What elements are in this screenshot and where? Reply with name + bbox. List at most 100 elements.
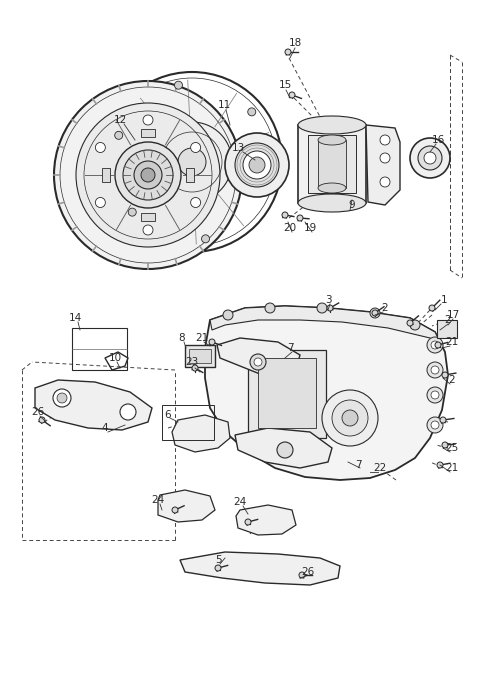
Bar xyxy=(318,140,346,188)
Circle shape xyxy=(96,197,106,208)
Polygon shape xyxy=(158,490,215,522)
Text: 11: 11 xyxy=(217,100,230,110)
Circle shape xyxy=(427,387,443,403)
Circle shape xyxy=(191,197,201,208)
Circle shape xyxy=(245,519,251,525)
Text: 2: 2 xyxy=(382,303,388,313)
Polygon shape xyxy=(102,168,110,182)
Circle shape xyxy=(143,225,153,235)
Circle shape xyxy=(370,308,380,318)
Ellipse shape xyxy=(318,183,346,193)
Text: 2: 2 xyxy=(444,315,451,325)
Circle shape xyxy=(442,442,448,448)
Text: 9: 9 xyxy=(348,200,355,210)
Circle shape xyxy=(128,208,136,216)
Text: 23: 23 xyxy=(185,357,199,367)
Text: 24: 24 xyxy=(151,495,165,505)
Circle shape xyxy=(225,133,289,197)
Bar xyxy=(72,328,127,370)
Bar xyxy=(185,345,215,367)
Circle shape xyxy=(431,366,439,374)
Polygon shape xyxy=(236,505,296,535)
Text: 7: 7 xyxy=(287,343,293,353)
Circle shape xyxy=(76,103,220,247)
Circle shape xyxy=(174,81,182,89)
Circle shape xyxy=(380,153,390,163)
Polygon shape xyxy=(141,213,155,221)
Ellipse shape xyxy=(318,135,346,145)
Text: 3: 3 xyxy=(324,295,331,305)
Circle shape xyxy=(123,150,173,200)
Circle shape xyxy=(410,320,420,330)
Circle shape xyxy=(254,358,262,366)
Text: 7: 7 xyxy=(355,460,361,470)
Circle shape xyxy=(57,393,67,403)
Bar xyxy=(308,135,356,193)
Polygon shape xyxy=(172,415,230,452)
Text: 12: 12 xyxy=(113,115,127,125)
Text: 21: 21 xyxy=(445,337,458,347)
Circle shape xyxy=(407,320,413,326)
Polygon shape xyxy=(35,380,152,430)
Circle shape xyxy=(380,177,390,187)
Polygon shape xyxy=(205,306,448,480)
Circle shape xyxy=(249,157,265,173)
Text: 24: 24 xyxy=(233,497,247,507)
Circle shape xyxy=(427,337,443,353)
Polygon shape xyxy=(186,168,194,182)
Ellipse shape xyxy=(298,194,366,212)
Bar xyxy=(298,125,366,203)
Circle shape xyxy=(265,303,275,313)
Polygon shape xyxy=(235,428,332,468)
Circle shape xyxy=(248,108,256,116)
Text: 10: 10 xyxy=(108,353,121,363)
Circle shape xyxy=(322,390,378,446)
Circle shape xyxy=(372,310,378,316)
Circle shape xyxy=(202,235,210,243)
Circle shape xyxy=(115,131,123,139)
Circle shape xyxy=(192,365,198,371)
Text: 21: 21 xyxy=(445,463,458,473)
Ellipse shape xyxy=(298,116,366,134)
Circle shape xyxy=(317,303,327,313)
Circle shape xyxy=(297,215,303,221)
Bar xyxy=(162,405,214,440)
Text: 6: 6 xyxy=(165,410,171,420)
Bar xyxy=(189,349,211,363)
Text: 1: 1 xyxy=(441,295,447,305)
Circle shape xyxy=(96,143,106,152)
Circle shape xyxy=(332,400,368,436)
Text: 17: 17 xyxy=(446,310,460,320)
Text: 5: 5 xyxy=(215,555,221,565)
Text: 14: 14 xyxy=(68,313,82,323)
Circle shape xyxy=(327,305,333,311)
Text: 18: 18 xyxy=(288,38,301,48)
Circle shape xyxy=(342,410,358,426)
Circle shape xyxy=(289,92,295,98)
Circle shape xyxy=(429,305,435,311)
Circle shape xyxy=(53,389,71,407)
Circle shape xyxy=(261,184,269,193)
Circle shape xyxy=(424,152,436,164)
Circle shape xyxy=(134,161,162,189)
Circle shape xyxy=(152,122,232,202)
Circle shape xyxy=(282,212,288,218)
Text: 20: 20 xyxy=(283,223,297,233)
Circle shape xyxy=(435,342,441,348)
Text: 16: 16 xyxy=(432,135,444,145)
Circle shape xyxy=(54,81,242,269)
Text: 25: 25 xyxy=(445,443,458,453)
Circle shape xyxy=(285,49,291,55)
Bar xyxy=(437,320,457,338)
Circle shape xyxy=(418,146,442,170)
Text: 13: 13 xyxy=(231,143,245,153)
Polygon shape xyxy=(217,338,300,378)
Circle shape xyxy=(141,168,155,182)
Circle shape xyxy=(223,310,233,320)
Text: 26: 26 xyxy=(31,407,45,417)
Circle shape xyxy=(115,142,181,208)
Circle shape xyxy=(431,421,439,429)
Circle shape xyxy=(431,391,439,399)
Text: 8: 8 xyxy=(179,333,185,343)
Polygon shape xyxy=(141,129,155,137)
